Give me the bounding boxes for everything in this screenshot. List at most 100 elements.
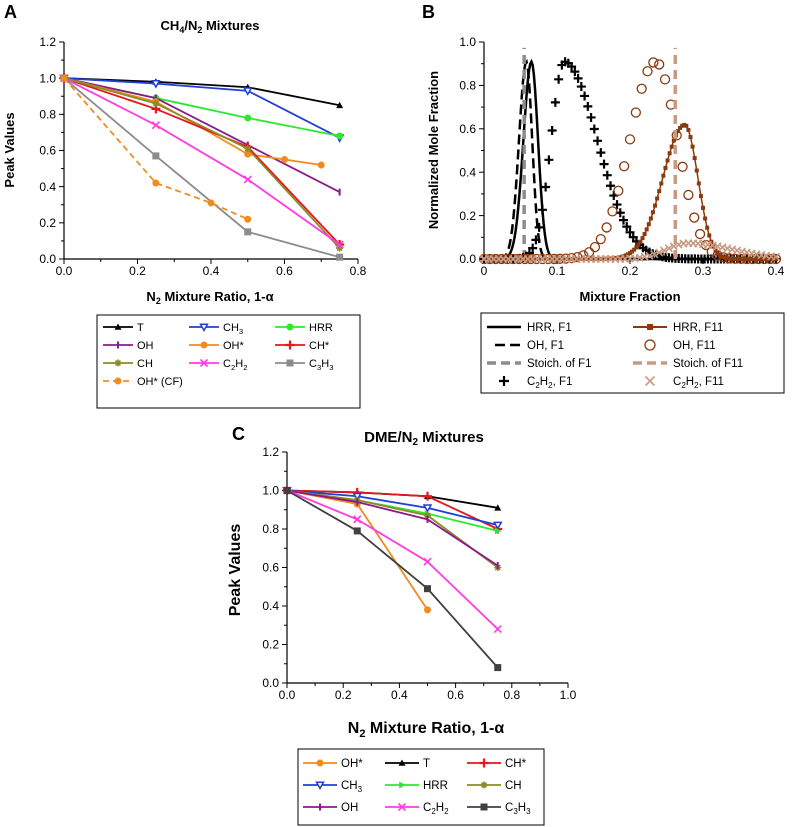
panel-a-label: A bbox=[4, 2, 17, 22]
panel-a-legend-label-text: CH* bbox=[309, 340, 330, 352]
panel-b-series-oh-f11-point bbox=[548, 253, 560, 265]
panel-c-series-c3h3-point bbox=[424, 585, 431, 593]
panel-b-series-hrr-f11-point bbox=[632, 247, 637, 252]
panel-a-legend-label-text: OH* bbox=[223, 340, 245, 352]
panel-b-series-hrr-f11-point bbox=[694, 168, 699, 173]
panel-b-series-hrr-f11-point bbox=[667, 151, 672, 156]
panel-a-legend-label-text: CH bbox=[223, 322, 239, 334]
panel-a-legend-entry: HRR bbox=[275, 322, 333, 334]
panel-b-series-oh-f11-point bbox=[607, 206, 618, 217]
panel-b-series bbox=[478, 47, 782, 265]
panel-c-xlabel: N2 Mixture Ratio, 1-α bbox=[348, 720, 505, 740]
panel-b-legend-marker bbox=[499, 376, 509, 386]
panel-b-xtick-label: 0.3 bbox=[695, 264, 712, 278]
panel-c-series-c2h2-line bbox=[286, 489, 499, 630]
panel-b-series-oh-f11-point bbox=[689, 212, 700, 223]
panel-a-series-c3h3-point bbox=[152, 152, 160, 160]
panel-c-legend-label-sub2: 3 bbox=[526, 807, 531, 816]
panel-b-series-hrr-f11-point bbox=[688, 135, 693, 140]
panel-a-legend-label-sub: 3 bbox=[317, 363, 321, 372]
panel-b-series-hrr-f11-point bbox=[705, 225, 710, 230]
panel-b-legend-label-sub: 2 bbox=[535, 381, 540, 390]
panel-a-xtick-label: 0.8 bbox=[350, 264, 367, 278]
panel-a-legend-frame bbox=[96, 314, 361, 409]
panel-b-series-hrr-f11-point bbox=[582, 256, 587, 261]
panel-b-series-hrr-f11-point bbox=[657, 189, 662, 194]
panel-b-series-hrr-f11-point bbox=[542, 257, 547, 261]
panel-a-xtick-label: 0.4 bbox=[203, 264, 220, 278]
panel-b-ytick-label: 1.0 bbox=[459, 35, 476, 49]
panel-a-xlabel-part1: N bbox=[146, 289, 155, 304]
panel-a-title-part2: /N bbox=[184, 18, 197, 33]
panel-a-legend-label-sub: 3 bbox=[239, 327, 243, 336]
panel-c-xlabel-sub: 2 bbox=[359, 728, 365, 740]
panel-a-legend-label-sub: 2 bbox=[231, 363, 235, 372]
panel-c-legend-label-text: CH* bbox=[505, 758, 527, 770]
panel-a-series-oh-line bbox=[63, 77, 341, 193]
panel-b: B Normalized Mole Fraction Mixture Fract… bbox=[422, 2, 785, 394]
panel-b-series-hrr-f11-point bbox=[502, 257, 507, 261]
panel-b-legend-label: C2H2, F1 bbox=[527, 376, 572, 390]
panel-a-legend-marker bbox=[199, 358, 209, 368]
panel-a-legend-label: C3H3 bbox=[309, 358, 333, 372]
panel-b-series-hrr-f11-point bbox=[686, 127, 691, 132]
panel-b-series-c2h2-f1-point bbox=[612, 200, 622, 210]
panel-b-series-oh-f11-point bbox=[619, 161, 630, 172]
panel-c-xlabel-part2: Mixture Ratio, 1-α bbox=[365, 720, 504, 737]
panel-a-legend-label-text: OH bbox=[137, 340, 154, 352]
panel-a-legend-label: C2H2 bbox=[223, 358, 247, 372]
panel-c-series-c3h3-point bbox=[494, 664, 502, 672]
panel-a-legend-label-text2: H bbox=[235, 358, 243, 370]
panel-c-legend-label-sub: 2 bbox=[431, 807, 436, 816]
panel-c-xtick-label: 0.8 bbox=[503, 688, 520, 702]
panel-b-series-oh-f11-point bbox=[525, 253, 536, 265]
panel-a-series-ch-point bbox=[152, 99, 160, 107]
panel-b-legend-label-text: Stoich. of F1 bbox=[527, 358, 592, 370]
panel-b-series-c2h2-f1-point bbox=[580, 91, 590, 101]
panel-c-series-c2h2-point bbox=[353, 515, 362, 524]
panel-b-series-hrr-f11-point bbox=[623, 253, 628, 258]
panel-a-legend-marker bbox=[285, 340, 295, 350]
panel-a-legend-marker bbox=[199, 323, 209, 333]
panel-b-series-c2h2-f1-point bbox=[544, 155, 554, 165]
panel-c-legend-label: OH* bbox=[341, 758, 363, 770]
panel-b-series-c2h2-f1-point bbox=[528, 243, 538, 253]
panel-b-series-hrr-f11-point bbox=[742, 256, 747, 261]
panel-b-legend-label: C2H2, F11 bbox=[673, 376, 724, 390]
panel-c-series-c3h3-point bbox=[353, 527, 361, 535]
panel-b-xtick-label: 0.2 bbox=[622, 264, 639, 278]
panel-a-title-part3: Mixtures bbox=[202, 18, 259, 33]
panel-a-legend-entry: CH3 bbox=[189, 322, 243, 336]
panel-a-legend-label-text: CH bbox=[137, 358, 153, 370]
panel-b-series-hrr-f11-point bbox=[655, 196, 660, 201]
panel-b-series-oh-f11-point bbox=[490, 253, 501, 265]
panel-a: A CH4/N2 Mixtures Peak Values N2 Mixture… bbox=[2, 2, 361, 409]
panel-b-series-hrr-f11-point bbox=[684, 123, 689, 128]
panel-a-series-ch-point bbox=[336, 244, 344, 252]
panel-b-series-c2h2-f1-point bbox=[625, 227, 635, 237]
panel-a-series bbox=[59, 73, 345, 261]
panel-c-series-ch3-point bbox=[492, 521, 503, 531]
panel-b-series-hrr-f11-point bbox=[680, 123, 685, 128]
panel-a-ytick-label: 0.0 bbox=[39, 252, 56, 266]
panel-b-legend-label-text: C bbox=[527, 376, 535, 388]
panel-a-ylabel: Peak Values bbox=[2, 112, 17, 187]
panel-b-series-oh-f11-point bbox=[519, 253, 531, 265]
panel-a-series-c2h2-point bbox=[243, 175, 252, 184]
panel-c-ytick-label: 0.4 bbox=[262, 599, 279, 613]
panel-b-series-hrr-f11-point bbox=[715, 251, 720, 256]
panel-c-series-oh-line bbox=[286, 489, 499, 567]
panel-c-title-part2: Mixtures bbox=[418, 429, 484, 446]
panel-b-series-hrr-f11-point bbox=[548, 257, 553, 261]
panel-a-legend-marker bbox=[200, 341, 208, 349]
panel-c-legend-entry: T bbox=[385, 758, 430, 770]
panel-b-series-oh-f11-point bbox=[636, 83, 647, 94]
panel-b-legend-entry: OH, F11 bbox=[644, 339, 716, 352]
panel-b-series-hrr-f11-point bbox=[746, 256, 751, 261]
panel-a-xlabel-part2: Mixture Ratio, 1-α bbox=[161, 289, 274, 304]
panel-b-series-c2h2-f1-point bbox=[547, 126, 557, 136]
panel-c-legend-label: C2H2 bbox=[423, 802, 449, 816]
panel-b-series-hrr-f11-point bbox=[646, 222, 651, 227]
panel-b-series-hrr-f11-point bbox=[703, 216, 708, 221]
panel-c-xtick-label: 0.0 bbox=[279, 688, 296, 702]
